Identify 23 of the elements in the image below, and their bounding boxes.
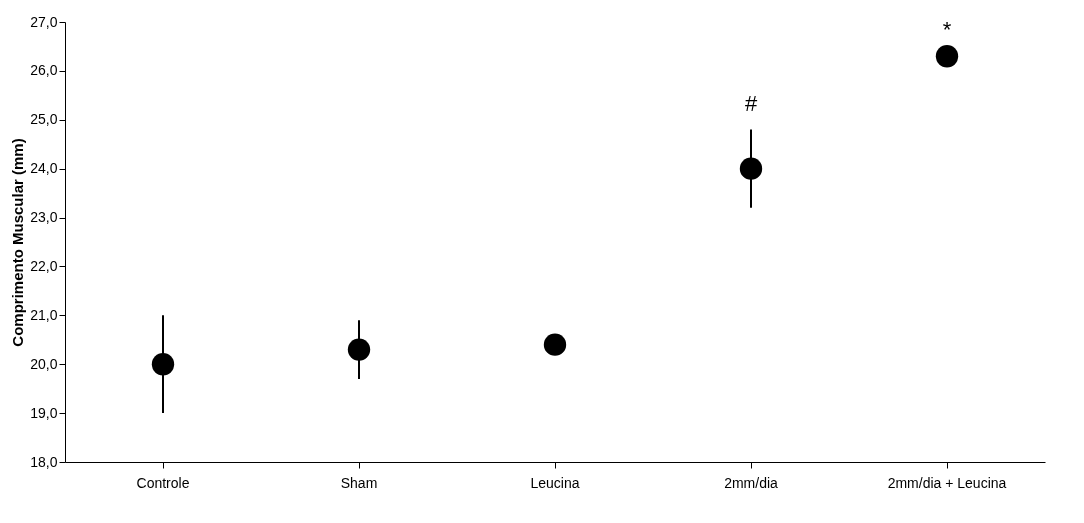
x-tick-label: 2mm/dia + Leucina xyxy=(887,474,1007,491)
point xyxy=(347,338,371,361)
y-tick-label: 26,0 xyxy=(30,62,58,79)
y-tick-label: 24,0 xyxy=(30,160,58,177)
y-tick-label: 25,0 xyxy=(30,111,58,128)
point xyxy=(543,333,567,356)
x-tick-label: Leucina xyxy=(530,474,580,491)
y-tick-label: 27,0 xyxy=(30,13,58,30)
x-tick-label: Controle xyxy=(136,474,190,491)
y-tick-label: 21,0 xyxy=(30,306,58,323)
y-tick-label: 23,0 xyxy=(30,209,58,226)
y-tick-label: 18,0 xyxy=(30,453,58,470)
y-tick-label: 20,0 xyxy=(30,355,58,372)
point xyxy=(935,45,959,68)
point xyxy=(151,353,175,376)
y-axis-title: Comprimento Muscular (mm) xyxy=(9,138,27,347)
y-tick-label: 22,0 xyxy=(30,257,58,274)
x-tick-label: 2mm/dia xyxy=(724,474,779,491)
annotation: * xyxy=(942,17,952,43)
x-tick-label: Sham xyxy=(340,474,378,491)
point xyxy=(739,157,763,180)
y-tick-label: 19,0 xyxy=(30,404,58,421)
annotation: # xyxy=(744,90,758,116)
